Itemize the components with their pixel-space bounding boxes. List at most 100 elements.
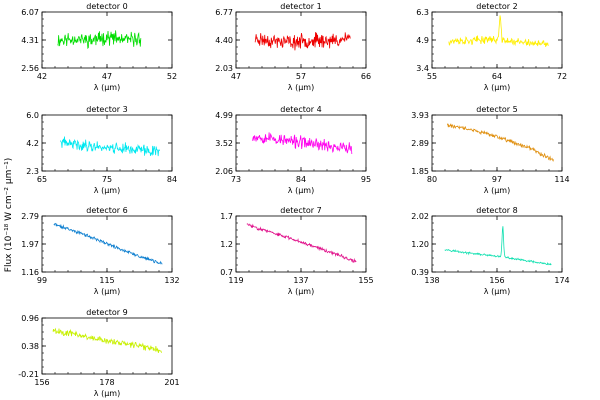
panels: detector 042 47 522.564.316.07λ (μm)detect… <box>18 2 569 398</box>
panel-5: detector 5 80 97 114 1.85 2.89 3.93 λ (μm) <box>411 105 569 195</box>
x-tick-label: 72 <box>557 72 567 81</box>
axes-box <box>41 215 173 273</box>
x-tick-label: 156 <box>489 276 504 285</box>
y-tick-label: 2.56 <box>21 64 39 73</box>
panel-title: detector 5 <box>476 105 517 114</box>
x-tick-label: 47 <box>102 72 112 81</box>
panel-title: detector 2 <box>476 2 517 11</box>
x-tick-label: 95 <box>361 175 371 184</box>
spectrum-line <box>448 15 549 48</box>
y-tick-label: 4.9 <box>416 36 429 45</box>
panel-title: detector 4 <box>280 105 321 114</box>
axes-box <box>431 114 563 172</box>
spectrum-line <box>446 122 554 162</box>
global-ylabel: Flux (10⁻¹⁸ W cm⁻² μm⁻¹) <box>4 158 14 272</box>
y-tick-label: 2.02 <box>411 212 429 221</box>
y-tick-label: 2.06 <box>215 167 233 176</box>
spectrum-line <box>254 32 351 51</box>
y-tick-label: 0.38 <box>21 342 39 351</box>
y-tick-label: 4.40 <box>215 36 233 45</box>
x-tick-label: 84 <box>296 175 306 184</box>
y-tick-label: 3.4 <box>416 64 429 73</box>
panel-0: detector 0 42 47 52 2.56 4.31 6.07 λ (μm) <box>21 2 177 92</box>
x-tick-label: 66 <box>361 72 371 81</box>
x-axis-label: λ (μm) <box>94 389 120 398</box>
x-axis-label: λ (μm) <box>288 186 314 195</box>
axes-box <box>41 317 173 375</box>
x-tick-label: 114 <box>554 175 569 184</box>
y-tick-label: 3.52 <box>215 139 233 148</box>
y-tick-label: 6.0 <box>26 111 39 120</box>
spectrum-line <box>246 223 357 263</box>
spectrum-line <box>444 226 552 266</box>
panel-7: detector 7 119 137 155 0.7 1.2 1.7 λ (μm) <box>220 206 373 296</box>
y-tick-label: 4.99 <box>215 111 233 120</box>
y-tick-label: 6.77 <box>215 8 233 17</box>
x-tick-label: 138 <box>424 276 439 285</box>
x-axis-label: λ (μm) <box>94 287 120 296</box>
y-tick-label: -0.21 <box>18 370 39 379</box>
x-axis-label: λ (μm) <box>484 186 510 195</box>
x-tick-label: 178 <box>99 378 114 387</box>
panel-3: detector 3 65 75 84 2.3 4.2 6.0 λ (μm) <box>26 105 177 195</box>
panel-2: detector 2 55 64 72 3.4 4.9 6.3 λ (μm) <box>416 2 567 92</box>
x-tick-label: 52 <box>167 72 177 81</box>
x-axis-label: λ (μm) <box>484 83 510 92</box>
x-axis-label: λ (μm) <box>288 83 314 92</box>
x-tick-label: 73 <box>231 175 241 184</box>
y-tick-label: 2.89 <box>411 139 429 148</box>
y-tick-label: 1.2 <box>220 240 233 249</box>
x-axis-label: λ (μm) <box>94 83 120 92</box>
spectrum-line <box>60 136 161 157</box>
y-tick-label: 4.2 <box>26 139 39 148</box>
x-tick-label: 155 <box>358 276 373 285</box>
panel-4: detector 4 73 84 95 2.06 3.52 4.99 λ (μm) <box>215 105 371 195</box>
x-tick-label: 64 <box>492 72 502 81</box>
y-tick-label: 1.16 <box>21 268 39 277</box>
x-axis-label: λ (μm) <box>484 287 510 296</box>
x-tick-label: 99 <box>37 276 47 285</box>
y-tick-label: 1.20 <box>411 240 429 249</box>
panel-title: detector 6 <box>86 206 127 215</box>
y-tick-label: 2.03 <box>215 64 233 73</box>
y-tick-label: 6.07 <box>21 8 39 17</box>
x-tick-label: 57 <box>296 72 306 81</box>
y-tick-label: 1.85 <box>411 167 429 176</box>
axes-box <box>235 215 367 273</box>
panel-6: detector 6 99 115 132 1.16 1.97 2.79 λ (μm) <box>21 206 179 296</box>
x-tick-label: 55 <box>427 72 437 81</box>
x-tick-label: 119 <box>228 276 243 285</box>
panel-title: detector 7 <box>280 206 321 215</box>
y-tick-label: 0.7 <box>220 268 233 277</box>
panel-1: detector 1 47 57 66 2.03 4.40 6.77 λ (μm) <box>215 2 371 92</box>
spectrum-line <box>52 327 162 354</box>
panel-8: detector 8 138 156 174 0.39 1.20 2.02 λ (μm) <box>411 206 569 296</box>
spectrum-line <box>252 132 353 155</box>
x-tick-label: 132 <box>164 276 179 285</box>
x-tick-label: 137 <box>293 276 308 285</box>
panel-title: detector 3 <box>86 105 127 114</box>
y-tick-label: 3.93 <box>411 111 429 120</box>
spectrum-line <box>57 30 142 50</box>
x-axis-label: λ (μm) <box>288 287 314 296</box>
y-tick-label: 4.31 <box>21 36 39 45</box>
panel-9: detector 9 156 178 201 -0.21 0.38 0.96 λ (μm) <box>18 308 179 398</box>
x-tick-label: 156 <box>34 378 49 387</box>
y-tick-label: 6.3 <box>416 8 429 17</box>
panel-title: detector 1 <box>280 2 321 11</box>
y-tick-label: 2.3 <box>26 167 39 176</box>
y-tick-label: 0.39 <box>411 268 429 277</box>
panel-title: detector 9 <box>86 308 127 317</box>
x-tick-label: 84 <box>167 175 177 184</box>
x-tick-label: 47 <box>231 72 241 81</box>
spectrum-line <box>53 222 163 265</box>
panel-title: detector 8 <box>476 206 517 215</box>
x-axis-label: λ (μm) <box>94 186 120 195</box>
x-tick-label: 80 <box>427 175 437 184</box>
x-tick-label: 65 <box>37 175 47 184</box>
y-tick-label: 1.7 <box>220 212 233 221</box>
x-tick-label: 201 <box>164 378 179 387</box>
x-tick-label: 42 <box>37 72 47 81</box>
y-tick-label: 0.96 <box>21 314 39 323</box>
